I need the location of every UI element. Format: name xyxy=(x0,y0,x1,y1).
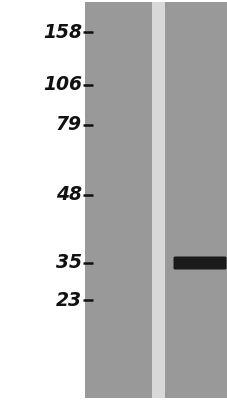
Bar xyxy=(164,2,227,398)
Text: 35: 35 xyxy=(56,254,82,272)
Text: 48: 48 xyxy=(56,186,82,204)
Text: 158: 158 xyxy=(43,22,82,42)
Bar xyxy=(151,2,164,398)
Text: 106: 106 xyxy=(43,76,82,94)
Text: 79: 79 xyxy=(56,116,82,134)
Bar xyxy=(85,2,151,398)
Text: 23: 23 xyxy=(56,290,82,310)
FancyBboxPatch shape xyxy=(173,256,225,270)
